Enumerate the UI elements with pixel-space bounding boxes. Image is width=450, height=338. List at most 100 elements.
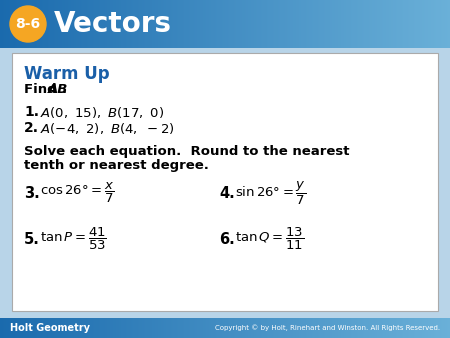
Bar	[219, 0, 220, 48]
Bar	[377, 318, 378, 338]
Bar	[299, 0, 300, 48]
Bar	[330, 0, 331, 48]
Bar	[38, 0, 39, 48]
Bar	[404, 318, 405, 338]
Bar	[78, 0, 79, 48]
Bar	[271, 318, 272, 338]
Bar	[419, 318, 420, 338]
Bar	[274, 318, 275, 338]
Bar	[131, 0, 132, 48]
Bar	[301, 0, 302, 48]
Bar	[177, 318, 178, 338]
Bar	[141, 318, 142, 338]
Bar	[426, 318, 427, 338]
Bar	[373, 0, 374, 48]
Bar	[71, 318, 72, 338]
Bar	[129, 0, 130, 48]
Bar	[358, 318, 359, 338]
Bar	[111, 318, 112, 338]
Bar	[291, 0, 292, 48]
Bar	[338, 318, 339, 338]
Bar	[171, 0, 172, 48]
Bar	[90, 318, 91, 338]
Bar	[144, 0, 145, 48]
Bar	[366, 0, 367, 48]
Bar	[95, 318, 96, 338]
Bar	[173, 318, 174, 338]
Bar	[436, 0, 437, 48]
Bar	[182, 318, 183, 338]
Bar	[445, 0, 446, 48]
Bar	[203, 0, 204, 48]
Bar	[388, 0, 389, 48]
Bar	[160, 318, 161, 338]
Bar	[152, 0, 153, 48]
Bar	[289, 0, 290, 48]
Bar	[320, 0, 321, 48]
Bar	[321, 0, 322, 48]
Bar	[238, 0, 239, 48]
Bar	[98, 0, 99, 48]
Bar	[286, 0, 287, 48]
Bar	[362, 0, 363, 48]
Bar	[430, 318, 431, 338]
Bar	[155, 318, 156, 338]
Bar	[166, 318, 167, 338]
Bar	[381, 318, 382, 338]
Bar	[89, 0, 90, 48]
Bar	[392, 318, 393, 338]
Bar	[307, 318, 308, 338]
Bar	[349, 318, 350, 338]
Bar	[282, 318, 283, 338]
Bar	[160, 0, 161, 48]
Bar	[254, 0, 255, 48]
Bar	[270, 0, 271, 48]
Bar	[221, 318, 222, 338]
Bar	[117, 318, 118, 338]
Bar	[54, 0, 55, 48]
Bar	[158, 318, 159, 338]
Text: 8-6: 8-6	[15, 17, 40, 31]
Bar	[316, 318, 317, 338]
Bar	[45, 318, 46, 338]
Bar	[3, 0, 4, 48]
Bar	[246, 318, 247, 338]
Bar	[251, 0, 252, 48]
Bar	[64, 0, 65, 48]
Bar	[435, 318, 436, 338]
Bar	[376, 0, 377, 48]
Bar	[260, 318, 261, 338]
Circle shape	[10, 6, 46, 42]
Bar	[103, 318, 104, 338]
Bar	[138, 318, 139, 338]
Text: Find: Find	[24, 83, 61, 96]
Bar	[369, 318, 370, 338]
Bar	[338, 0, 339, 48]
Bar	[313, 0, 314, 48]
Bar	[213, 318, 214, 338]
Bar	[40, 0, 41, 48]
Bar	[263, 318, 264, 338]
Bar	[167, 318, 168, 338]
Bar	[400, 0, 401, 48]
Bar	[59, 318, 60, 338]
Bar	[339, 318, 340, 338]
Bar	[312, 318, 313, 338]
Text: $A(-4,\ 2),\ B(4,\ -2)$: $A(-4,\ 2),\ B(4,\ -2)$	[40, 121, 175, 136]
Bar	[168, 318, 169, 338]
Bar	[389, 318, 390, 338]
Text: AB: AB	[48, 83, 68, 96]
Bar	[224, 0, 225, 48]
Bar	[449, 0, 450, 48]
Bar	[393, 318, 394, 338]
Bar	[252, 0, 253, 48]
Bar	[354, 318, 355, 338]
Bar	[168, 0, 169, 48]
Bar	[0, 318, 1, 338]
Bar	[279, 0, 280, 48]
Bar	[116, 318, 117, 338]
Bar	[122, 318, 123, 338]
Bar	[347, 0, 348, 48]
Bar	[323, 0, 324, 48]
Bar	[70, 318, 71, 338]
